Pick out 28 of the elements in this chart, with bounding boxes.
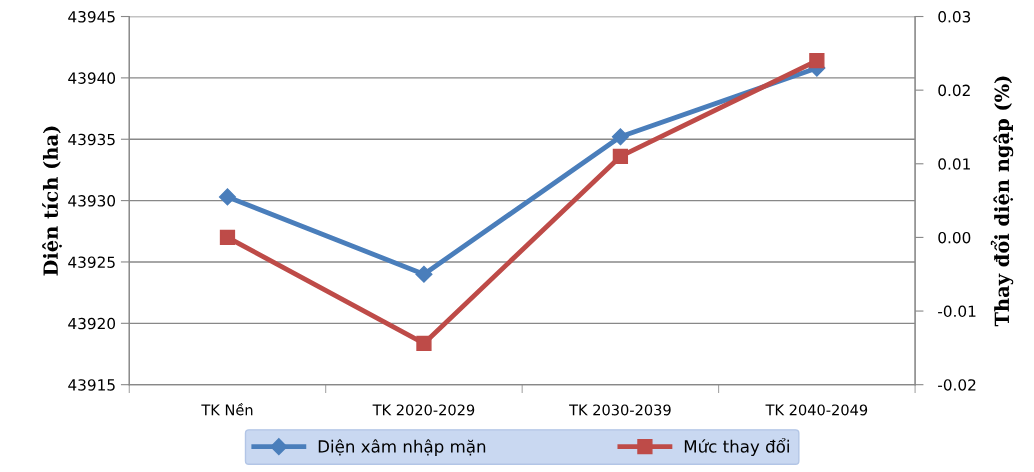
point	[218, 188, 237, 206]
point	[611, 128, 629, 146]
point	[809, 53, 825, 69]
legend-label: Diện xâm nhập mặn	[318, 439, 486, 456]
y-tick-label: 43920	[68, 317, 116, 330]
y2-tick-label: -0.02	[938, 379, 976, 391]
point	[416, 335, 432, 352]
y-tick-label: 43915	[68, 379, 115, 391]
y2-tick-label: 0.03	[938, 10, 971, 23]
y2-tick-label: 0.00	[938, 231, 971, 244]
y2-tick-label: 0.02	[938, 84, 970, 97]
y-tick-label: 43935	[68, 133, 115, 146]
y-tick-label: 43940	[68, 72, 116, 84]
y-tick-label: 43930	[68, 195, 116, 207]
x-tick-label: TK 2030-2039	[569, 404, 671, 416]
x-tick-label: TK 2040-2049	[765, 404, 868, 416]
point	[219, 229, 236, 246]
legend-label: Mức thay đổi	[684, 438, 789, 456]
x-tick-label: TK 2020-2029	[372, 404, 475, 416]
point	[415, 265, 433, 283]
point	[612, 148, 629, 165]
y-tick-label: 43945	[68, 10, 115, 23]
y2-tick-label: 0.01	[938, 158, 970, 170]
x-tick-label: TK Nền	[201, 402, 253, 416]
y2-tick-label: -0.01	[938, 305, 976, 318]
y-axis-title: Diện tích (ha)	[42, 126, 62, 276]
y-tick-label: 43925	[68, 256, 115, 268]
y2-axis-title: Thay đổi diện ngập (%)	[990, 76, 1014, 327]
